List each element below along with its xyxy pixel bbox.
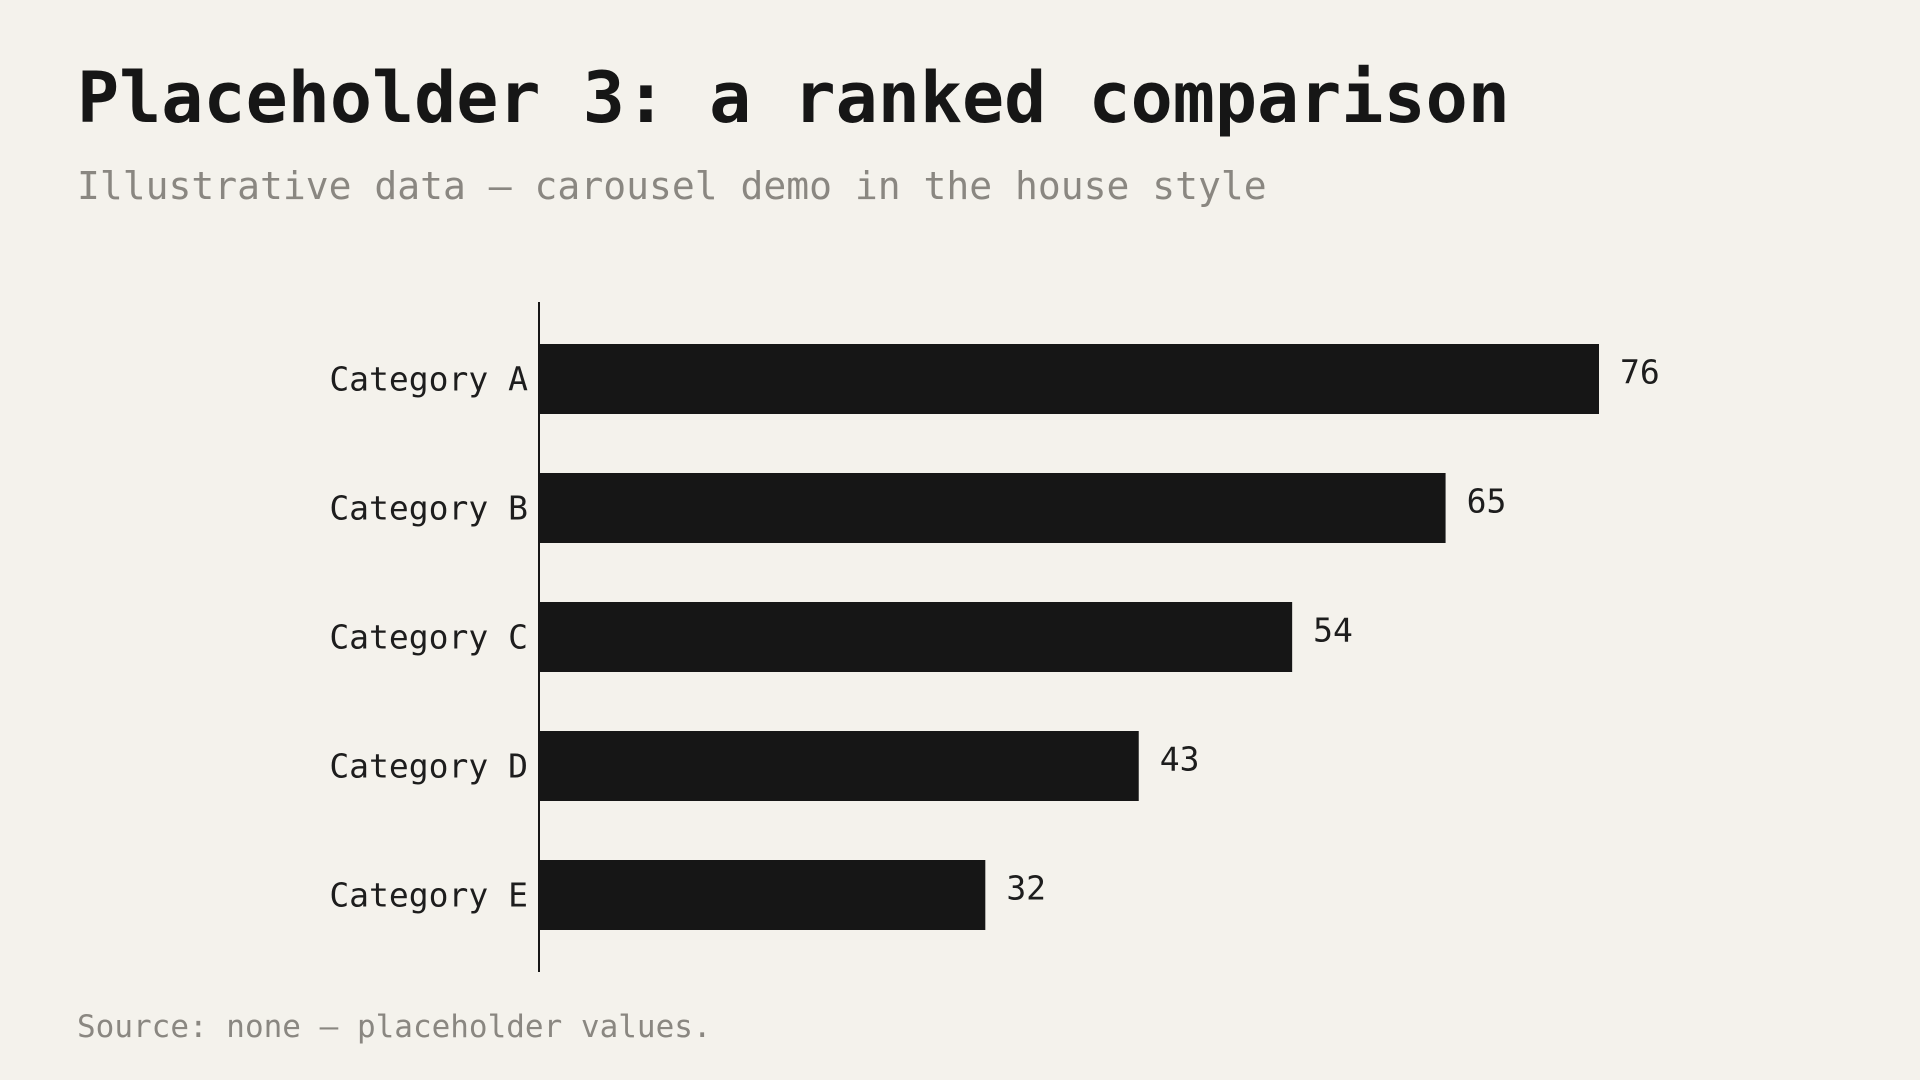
value-label-category-b: 65: [1467, 482, 1507, 521]
value-label-category-a: 76: [1620, 353, 1660, 392]
value-label-category-d: 43: [1160, 740, 1200, 779]
bar-category-d: [539, 731, 1139, 801]
chart-title: Placeholder 3: a ranked comparison: [77, 57, 1510, 139]
value-label-category-c: 54: [1313, 611, 1353, 650]
category-label-category-e: Category E: [329, 876, 528, 915]
category-label-category-a: Category A: [329, 360, 528, 399]
value-label-category-e: 32: [1006, 869, 1046, 908]
bar-category-e: [539, 860, 986, 930]
chart-subtitle: Illustrative data — carousel demo in the…: [77, 164, 1267, 208]
bars-group: Category A 76 Category B 65 Category C 54 Cate…: [329, 344, 1660, 930]
category-label-category-c: Category C: [329, 618, 528, 657]
category-label-category-d: Category D: [329, 747, 528, 786]
bar-category-b: [539, 473, 1446, 543]
category-label-category-b: Category B: [329, 489, 528, 528]
bar-category-a: [539, 344, 1599, 414]
bar-category-c: [539, 602, 1293, 672]
source-note: Source: none — placeholder values.: [77, 1009, 712, 1045]
